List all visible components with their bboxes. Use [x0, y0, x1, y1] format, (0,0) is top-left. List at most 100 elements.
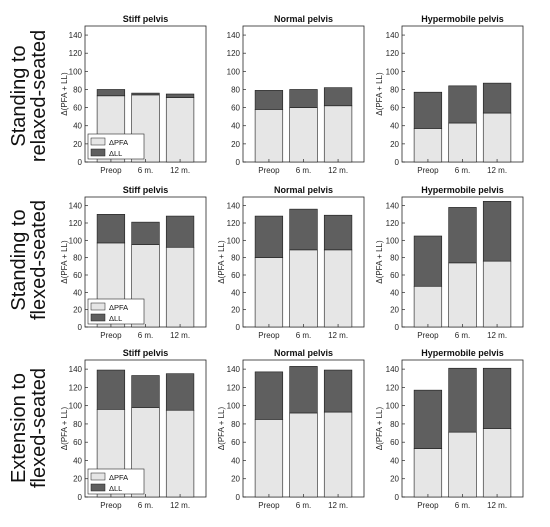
y-tick-label: 100 — [386, 236, 400, 245]
x-tick-label: Preop — [417, 166, 439, 175]
y-tick-label: 60 — [231, 104, 240, 113]
row-label-line: flexed-seated — [28, 368, 50, 488]
y-tick-label: 120 — [227, 383, 241, 392]
y-axis-label: Δ(PFA + LL) — [375, 240, 384, 284]
y-tick-label: 60 — [390, 438, 399, 447]
y-tick-label: 40 — [73, 288, 82, 297]
y-tick-label: 80 — [73, 254, 82, 263]
bar-pfa-3 — [323, 249, 353, 328]
legend-swatch-pfa — [90, 302, 106, 311]
x-tick-label: 6 m. — [296, 501, 312, 510]
bar-ll-2 — [131, 221, 160, 245]
y-tick-label: 20 — [231, 306, 240, 315]
y-tick-label: 120 — [69, 219, 83, 228]
bar-pfa-3 — [482, 428, 512, 498]
x-tick-label: 6 m. — [455, 166, 471, 175]
x-tick-label: 12 m. — [170, 166, 190, 175]
x-tick-label: 6 m. — [296, 166, 312, 175]
y-tick-label: 120 — [227, 49, 241, 58]
bar-ll-1 — [413, 235, 443, 287]
panel-2: Normal pelvis 0 20 40 60 80 100 120 140 Preop 6 m.… — [227, 14, 365, 175]
y-tick-label: 0 — [78, 158, 83, 167]
x-tick-label: Preop — [100, 501, 122, 510]
x-tick-label: Preop — [100, 166, 122, 175]
y-tick-label: 40 — [73, 122, 82, 131]
panel-title: Normal pelvis — [274, 348, 333, 358]
x-tick-label: Preop — [100, 331, 122, 340]
x-tick-label: Preop — [417, 331, 439, 340]
y-tick-label: 60 — [231, 438, 240, 447]
bar-ll-2 — [289, 208, 318, 251]
bar-ll-2 — [131, 92, 160, 96]
y-tick-label: 40 — [73, 456, 82, 465]
y-tick-label: 140 — [386, 31, 400, 40]
y-tick-label: 60 — [73, 271, 82, 280]
y-tick-label: 80 — [390, 85, 399, 94]
y-tick-label: 60 — [390, 271, 399, 280]
bar-ll-3 — [323, 87, 353, 107]
y-tick-label: 40 — [390, 456, 399, 465]
bar-ll-1 — [254, 215, 284, 258]
panel-title: Hypermobile pelvis — [421, 185, 504, 195]
y-axis-label: Δ(PFA + LL) — [217, 240, 226, 284]
legend-swatch-pfa — [90, 137, 106, 146]
y-tick-label: 140 — [69, 365, 83, 374]
row-label-line: Standing to — [8, 209, 30, 310]
y-tick-label: 100 — [227, 67, 241, 76]
y-tick-label: 0 — [395, 158, 400, 167]
y-tick-label: 60 — [73, 438, 82, 447]
y-tick-label: 0 — [395, 493, 400, 502]
bar-ll-2 — [448, 85, 477, 124]
x-tick-label: Preop — [258, 501, 280, 510]
bar-ll-3 — [323, 369, 353, 413]
bar-pfa-2 — [448, 431, 477, 498]
legend-label: ΔPFA — [109, 303, 128, 312]
legend-label: ΔLL — [109, 149, 122, 158]
panel-3: Hypermobile pelvis 0 20 40 60 80 100 120 140 Δ(PF… — [375, 14, 524, 175]
row-label-line: flexed-seated — [28, 200, 50, 320]
bar-ll-3 — [482, 82, 512, 114]
y-tick-label: 80 — [231, 254, 240, 263]
y-tick-label: 100 — [227, 402, 241, 411]
bar-ll-1 — [413, 389, 443, 449]
bar-ll-2 — [448, 207, 477, 264]
x-tick-label: 12 m. — [487, 331, 507, 340]
x-tick-label: Preop — [258, 166, 280, 175]
x-tick-label: 6 m. — [455, 501, 471, 510]
y-tick-label: 0 — [236, 493, 241, 502]
bar-pfa-3 — [165, 97, 195, 163]
bar-ll-1 — [96, 89, 126, 97]
y-tick-label: 20 — [390, 306, 399, 315]
bar-ll-1 — [254, 371, 284, 420]
x-tick-label: 12 m. — [328, 166, 348, 175]
y-tick-label: 100 — [386, 67, 400, 76]
x-tick-label: Preop — [258, 331, 280, 340]
bar-ll-1 — [96, 214, 126, 244]
y-tick-label: 120 — [386, 219, 400, 228]
row-label-line: relaxed-seated — [28, 30, 50, 162]
panel-6: Hypermobile pelvis 0 20 40 60 80 100 120 140 Δ(PF… — [375, 185, 524, 340]
bar-ll-3 — [482, 367, 512, 429]
bar-pfa-1 — [254, 419, 284, 498]
y-tick-label: 140 — [386, 365, 400, 374]
y-tick-label: 0 — [236, 158, 241, 167]
y-tick-label: 0 — [78, 323, 83, 332]
y-tick-label: 0 — [236, 323, 241, 332]
y-tick-label: 100 — [227, 236, 241, 245]
panel-7: Stiff pelvis 0 20 40 60 80 100 120 140 Δ(PFA + LL… — [60, 348, 207, 510]
y-tick-label: 80 — [73, 420, 82, 429]
y-tick-label: 80 — [73, 85, 82, 94]
panel-title: Stiff pelvis — [123, 185, 169, 195]
y-tick-label: 100 — [69, 236, 83, 245]
y-tick-label: 20 — [231, 140, 240, 149]
x-tick-label: Preop — [417, 501, 439, 510]
y-tick-label: 100 — [69, 67, 83, 76]
y-tick-label: 120 — [69, 383, 83, 392]
legend-swatch-pfa — [90, 472, 106, 481]
bar-ll-3 — [482, 201, 512, 262]
bar-pfa-1 — [413, 448, 443, 498]
y-tick-label: 0 — [395, 323, 400, 332]
